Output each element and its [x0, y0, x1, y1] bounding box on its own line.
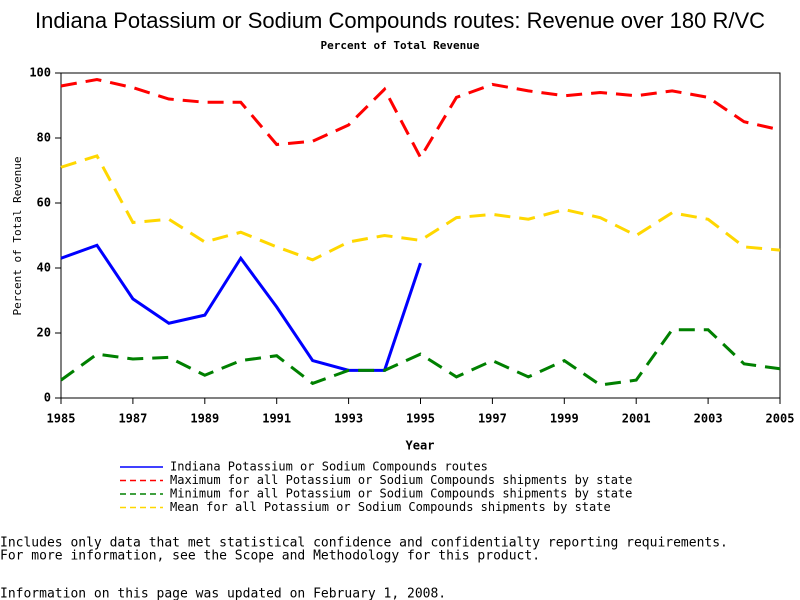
- legend-label: Mean for all Potassium or Sodium Compoun…: [170, 500, 611, 514]
- y-tick-label: 0: [44, 391, 51, 405]
- series-line: [60, 328, 781, 387]
- x-axis-label: Year: [406, 439, 435, 453]
- footer: Information on this page was updated on …: [0, 587, 446, 600]
- y-tick-label: 60: [37, 196, 51, 210]
- series-line: [60, 154, 781, 262]
- x-tick-label: 1995: [406, 412, 435, 426]
- plot-frame: [60, 72, 781, 399]
- x-tick-label: 1993: [334, 412, 363, 426]
- y-tick-label: 40: [37, 261, 51, 275]
- x-tick-label: 1999: [550, 412, 579, 426]
- x-tick-label: 1991: [262, 412, 291, 426]
- note: Includes only data that met statistical …: [0, 536, 728, 551]
- legend-label: Maximum for all Potassium or Sodium Comp…: [170, 473, 632, 487]
- x-tick-label: 1987: [118, 412, 147, 426]
- chart-subtitle: Percent of Total Revenue: [321, 39, 480, 52]
- y-tick-label: 20: [37, 326, 51, 340]
- legend-label: Minimum for all Potassium or Sodium Comp…: [170, 487, 632, 501]
- x-tick-label: 2001: [622, 412, 651, 426]
- series-line: [60, 77, 781, 161]
- series-line: [60, 243, 422, 372]
- x-tick-label: 1989: [190, 412, 219, 426]
- x-tick-label: 1997: [478, 412, 507, 426]
- x-tick-label: 2003: [694, 412, 723, 426]
- y-axis-label: Percent of Total Revenue: [11, 157, 24, 316]
- legend-label: Indiana Potassium or Sodium Compounds ro…: [170, 460, 488, 474]
- note: For more information, see the Scope and …: [0, 549, 540, 564]
- chart-title: Indiana Potassium or Sodium Compounds ro…: [35, 8, 765, 33]
- x-tick-label: 2005: [766, 412, 795, 426]
- x-tick-label: 1985: [47, 412, 76, 426]
- y-tick-label: 100: [29, 66, 51, 80]
- y-tick-label: 80: [37, 131, 51, 145]
